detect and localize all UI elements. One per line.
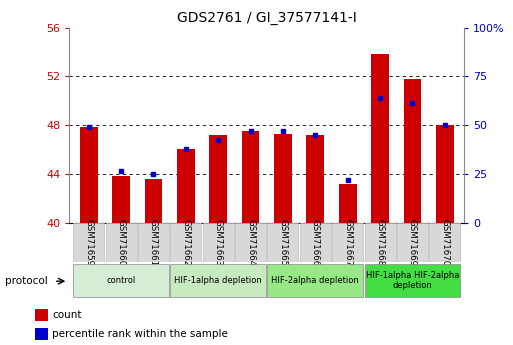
Bar [35,309,48,321]
Bar [106,223,136,262]
Bar [145,179,162,223]
Bar [80,128,97,223]
Bar [177,149,195,223]
Bar [274,134,292,223]
Text: GSM71663: GSM71663 [214,219,223,266]
Bar [429,223,460,262]
Text: percentile rank within the sample: percentile rank within the sample [52,329,228,339]
Text: GSM71664: GSM71664 [246,219,255,266]
Text: GSM71662: GSM71662 [181,219,190,266]
Bar [242,131,260,223]
Bar [112,176,130,223]
Bar [267,223,299,262]
Bar [209,135,227,223]
Text: HIF-1alpha HIF-2alpha
depletion: HIF-1alpha HIF-2alpha depletion [366,270,459,290]
Bar [436,125,453,223]
Bar [365,223,396,262]
Title: GDS2761 / GI_37577141-I: GDS2761 / GI_37577141-I [177,11,357,25]
Text: GSM71665: GSM71665 [279,219,287,266]
Bar [138,223,169,262]
Bar [235,223,266,262]
Text: GSM71670: GSM71670 [440,219,449,266]
Bar [73,223,104,262]
Bar [306,135,324,223]
Text: GSM71661: GSM71661 [149,219,158,266]
Bar [397,223,428,262]
Text: GSM71659: GSM71659 [84,219,93,266]
Bar [371,55,389,223]
Text: control: control [106,276,135,285]
Text: GSM71660: GSM71660 [116,219,126,266]
Text: GSM71667: GSM71667 [343,219,352,266]
Bar [300,223,331,262]
Text: GSM71668: GSM71668 [376,219,385,266]
Text: protocol: protocol [5,276,48,286]
Bar [170,264,266,297]
Bar [203,223,234,262]
Bar [35,328,48,340]
Bar [267,264,363,297]
Text: GSM71669: GSM71669 [408,219,417,266]
Text: HIF-1alpha depletion: HIF-1alpha depletion [174,276,262,285]
Bar [170,223,202,262]
Text: HIF-2alpha depletion: HIF-2alpha depletion [271,276,359,285]
Bar [365,264,460,297]
Bar [339,184,357,223]
Bar [404,79,421,223]
Bar [73,264,169,297]
Text: GSM71666: GSM71666 [311,219,320,266]
Bar [332,223,363,262]
Text: count: count [52,310,82,320]
